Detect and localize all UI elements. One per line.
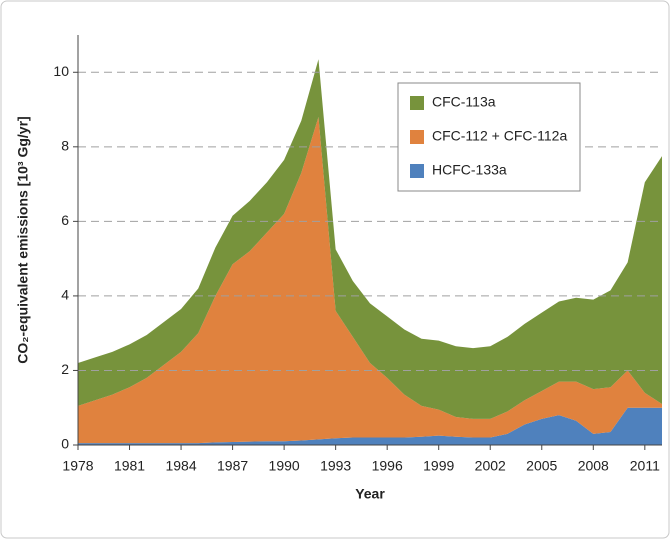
y-tick-label: 8	[61, 138, 69, 154]
legend-box	[397, 82, 581, 192]
x-tick-label: 1978	[62, 458, 93, 474]
area	[78, 59, 662, 419]
x-tick-label: 1987	[217, 458, 248, 474]
x-tick-label: 2005	[526, 458, 557, 474]
y-tick-label: 10	[53, 63, 69, 79]
x-tick-label: 1999	[423, 458, 454, 474]
legend-label: HCFC-133a	[432, 162, 507, 178]
x-tick-label: 1984	[165, 458, 196, 474]
x-tick-label: 2011	[630, 458, 660, 474]
legend-swatch	[410, 96, 424, 110]
x-tick-label: 1981	[114, 458, 145, 474]
legend-swatch	[410, 130, 424, 144]
legend-swatch	[410, 164, 424, 178]
legend-label: CFC-113a	[432, 94, 496, 110]
x-tick-label: 2008	[578, 458, 609, 474]
y-tick-label: 6	[61, 212, 69, 228]
area	[78, 117, 662, 444]
y-tick-label: 0	[61, 436, 69, 452]
y-tick-label: 4	[61, 287, 69, 303]
y-tick-label: 2	[61, 361, 69, 377]
x-tick-label: 2002	[475, 458, 506, 474]
y-axis-title: CO₂-equivalent emissions [10³ Gg/yr]	[15, 116, 31, 363]
x-axis-title: Year	[355, 486, 385, 502]
x-tick-label: 1993	[320, 458, 351, 474]
legend-label: CFC-112 + CFC-112a	[432, 128, 567, 144]
areas	[78, 59, 662, 445]
x-tick-label: 1996	[372, 458, 403, 474]
area	[78, 407, 662, 445]
x-tick-label: 1990	[269, 458, 300, 474]
